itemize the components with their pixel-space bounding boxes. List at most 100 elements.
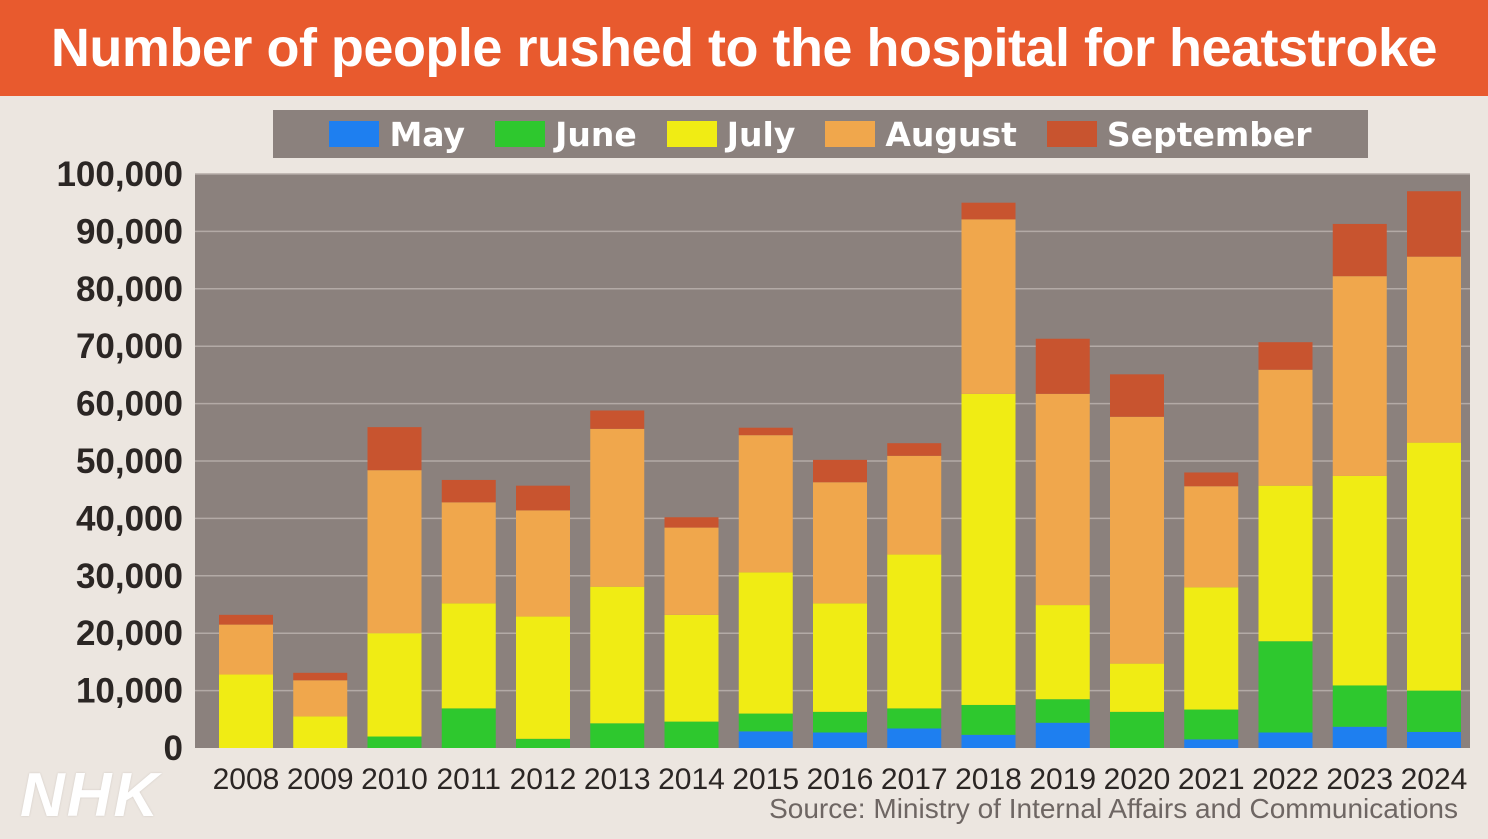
bar-segment-august (1332, 276, 1387, 476)
source-note: Source: Ministry of Internal Affairs and… (769, 793, 1458, 824)
bar-segment-july (1184, 587, 1239, 710)
y-tick-label: 10,000 (76, 672, 183, 711)
bar-segment-august (1035, 393, 1090, 606)
bar-segment-may (961, 734, 1016, 748)
y-tick-label: 0 (164, 729, 183, 768)
bar-segment-july (961, 393, 1016, 705)
bar-segment-june (1258, 641, 1313, 733)
bar-segment-august (516, 510, 570, 617)
bar-segment-september (219, 614, 273, 625)
bar-segment-july (516, 616, 570, 739)
legend-label-may: May (389, 114, 466, 154)
bar-segment-may (1184, 739, 1239, 748)
bar-segment-july (219, 674, 273, 748)
bar-segment-august (813, 482, 867, 604)
legend-swatch-september (1046, 121, 1097, 147)
bar-segment-july (664, 614, 719, 722)
y-tick-label: 100,000 (56, 155, 183, 194)
bar-segment-july (1332, 475, 1387, 686)
bar-segment-september (293, 672, 348, 681)
bar-segment-september (1407, 191, 1461, 257)
y-tick-label: 40,000 (76, 499, 183, 538)
bar-segment-september (813, 459, 867, 483)
bar-segment-july (887, 554, 942, 709)
bar-segment-june (738, 713, 793, 732)
bar-segment-july (1258, 485, 1313, 642)
x-tick-label: 2017 (881, 763, 948, 796)
bar-segment-september (1110, 374, 1164, 417)
bar-segment-september (367, 427, 422, 471)
bar-segment-may (1035, 722, 1090, 748)
bar-segment-july (293, 716, 348, 748)
bar-segment-may (1332, 726, 1387, 748)
x-tick-label: 2010 (361, 763, 428, 796)
bar-segment-september (961, 202, 1016, 220)
bar-segment-june (961, 704, 1016, 735)
y-tick-label: 90,000 (76, 212, 183, 251)
bar-segment-july (1407, 442, 1461, 691)
x-tick-label: 2018 (955, 763, 1022, 796)
bar-segment-june (1332, 685, 1387, 727)
bar-segment-august (1407, 256, 1461, 443)
bar-segment-may (813, 732, 867, 748)
bar-segment-july (813, 603, 867, 712)
bar-segment-june (1407, 690, 1461, 732)
legend-label-september: September (1106, 114, 1312, 154)
bar-segment-june (887, 708, 942, 729)
bar-segment-june (590, 723, 645, 748)
y-tick-label: 60,000 (76, 385, 183, 424)
x-tick-label: 2020 (1104, 763, 1171, 796)
bar-segment-august (1258, 369, 1313, 486)
x-tick-label: 2012 (510, 763, 577, 796)
legend-item-july: July (666, 114, 796, 154)
y-tick-label: 20,000 (76, 614, 183, 653)
legend-swatch-july (666, 121, 717, 147)
x-tick-label: 2023 (1326, 763, 1393, 796)
x-tick-label: 2011 (436, 763, 501, 796)
legend-item-may: May (329, 115, 465, 154)
x-tick-label: 2013 (584, 763, 651, 796)
x-tick-label: 2024 (1401, 763, 1468, 796)
x-tick-label: 2009 (287, 763, 354, 796)
x-tick-label: 2019 (1029, 763, 1096, 796)
chart-title: Number of people rushed to the hospital … (50, 18, 1438, 78)
legend-item-june: June (495, 115, 637, 154)
bar-segment-july (590, 586, 645, 724)
legend-label-july: July (726, 114, 796, 154)
bar-segment-august (367, 470, 422, 634)
bar-segment-june (1110, 711, 1164, 748)
bar-segment-august (961, 219, 1016, 394)
x-tick-label: 2021 (1178, 763, 1245, 796)
bar-segment-may (887, 728, 942, 748)
x-tick-label: 2008 (213, 763, 280, 796)
legend-label-august: August (885, 114, 1017, 154)
bar-segment-september (887, 443, 942, 456)
bar-segment-july (1110, 663, 1164, 712)
bar-segment-september (738, 427, 793, 436)
legend-item-august: August (825, 115, 1017, 154)
legend-swatch-june (495, 121, 546, 147)
bar-segment-june (813, 711, 867, 733)
bar-segment-september (516, 485, 570, 511)
bar-segment-august (1184, 486, 1239, 588)
bar-segment-june (441, 708, 496, 748)
bar-segment-june (367, 736, 422, 748)
bar-segment-september (441, 479, 496, 503)
nhk-logo: NHK (20, 761, 161, 830)
x-tick-label: 2022 (1252, 763, 1319, 796)
bar-segment-september (590, 410, 645, 429)
bar-segment-july (367, 633, 422, 737)
y-tick-label: 50,000 (76, 442, 183, 481)
bar-segment-august (219, 624, 273, 675)
legend-item-september: September (1046, 114, 1312, 154)
bar-segment-august (887, 455, 942, 555)
bar-segment-august (1110, 416, 1164, 664)
bar-segment-august (738, 435, 793, 573)
bar-segment-june (1184, 709, 1239, 740)
bar-segment-july (738, 572, 793, 714)
bar-segment-september (1035, 338, 1090, 394)
bar-segment-august (441, 502, 496, 604)
bar-segment-july (441, 603, 496, 709)
bar-segment-september (664, 517, 719, 528)
